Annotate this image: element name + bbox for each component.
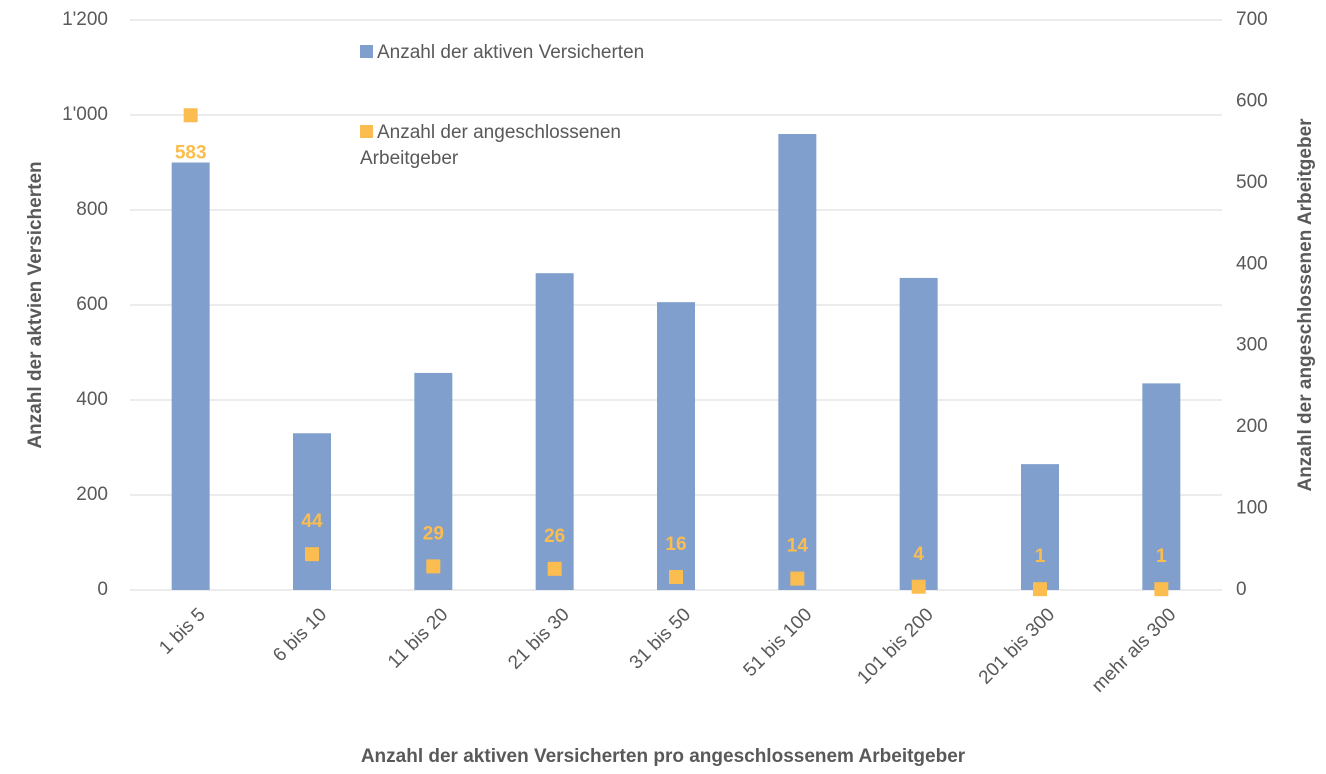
bar bbox=[1142, 383, 1181, 590]
x-tick-label: mehr als 300 bbox=[1088, 604, 1181, 697]
y2-tick-label: 300 bbox=[1236, 335, 1268, 356]
x-tick-label: 6 bis 10 bbox=[269, 604, 331, 666]
x-tick-label: 21 bis 30 bbox=[504, 604, 573, 673]
marker bbox=[790, 571, 805, 586]
data-label: 44 bbox=[301, 511, 323, 532]
bar bbox=[171, 162, 210, 590]
y2-axis-title: Anzahl der angeschlossenen Arbeitgeber bbox=[1295, 118, 1316, 492]
bar bbox=[293, 433, 331, 590]
data-label: 14 bbox=[787, 536, 809, 557]
marker bbox=[305, 547, 319, 562]
y2-tick-label: 200 bbox=[1236, 416, 1268, 437]
marker bbox=[1154, 582, 1169, 597]
marker bbox=[669, 569, 683, 584]
x-tick-label: 101 bis 200 bbox=[853, 604, 937, 688]
y-tick-label: 1'200 bbox=[62, 9, 108, 30]
marker bbox=[911, 579, 926, 594]
data-label: 583 bbox=[175, 142, 207, 163]
x-axis-title: Anzahl der aktiven Versicherten pro ange… bbox=[361, 746, 966, 767]
x-tick-label: 201 bis 300 bbox=[975, 604, 1059, 688]
y-axis-title: Anzahl der aktvien Versicherten bbox=[25, 161, 46, 448]
legend-item: Anzahl der aktiven Versicherten bbox=[360, 40, 720, 66]
legend-swatch bbox=[360, 45, 373, 58]
y-tick-label: 200 bbox=[76, 484, 108, 505]
y2-tick-label: 100 bbox=[1236, 498, 1268, 519]
y2-tick-label: 500 bbox=[1236, 172, 1268, 193]
legend-label: Anzahl der angeschlossenen Arbeitgeber bbox=[360, 122, 622, 169]
data-label: 1 bbox=[1156, 546, 1167, 567]
data-label: 16 bbox=[665, 534, 686, 555]
y-tick-label: 400 bbox=[76, 389, 108, 410]
x-tick-label: 1 bis 5 bbox=[155, 604, 209, 658]
bar bbox=[899, 277, 938, 590]
legend-item: Anzahl der angeschlossenen Arbeitgeber bbox=[360, 120, 720, 172]
marker bbox=[183, 108, 198, 123]
y-tick-label: 1'000 bbox=[62, 104, 108, 125]
y2-tick-label: 400 bbox=[1236, 253, 1268, 274]
data-label: 29 bbox=[423, 523, 444, 544]
marker bbox=[426, 559, 441, 574]
bar bbox=[778, 134, 817, 590]
legend-swatch bbox=[360, 125, 373, 138]
x-tick-label: 51 bis 100 bbox=[740, 604, 817, 681]
x-tick-label: 11 bis 20 bbox=[384, 604, 452, 672]
bar bbox=[657, 302, 695, 590]
data-label: 4 bbox=[913, 544, 924, 565]
legend-label: Anzahl der aktiven Versicherten bbox=[377, 42, 645, 63]
y-tick-label: 800 bbox=[76, 199, 108, 220]
bar bbox=[414, 372, 453, 590]
y2-tick-label: 0 bbox=[1236, 579, 1247, 600]
data-label: 26 bbox=[544, 526, 565, 547]
bar bbox=[1021, 464, 1059, 590]
marker bbox=[547, 561, 562, 576]
y2-tick-label: 600 bbox=[1236, 90, 1268, 111]
data-label: 1 bbox=[1035, 546, 1046, 567]
y-tick-label: 600 bbox=[76, 294, 108, 315]
y-tick-label: 0 bbox=[97, 579, 108, 600]
x-tick-label: 31 bis 50 bbox=[626, 604, 695, 673]
bar bbox=[535, 273, 574, 590]
marker bbox=[1033, 582, 1047, 597]
y2-tick-label: 700 bbox=[1236, 9, 1268, 30]
